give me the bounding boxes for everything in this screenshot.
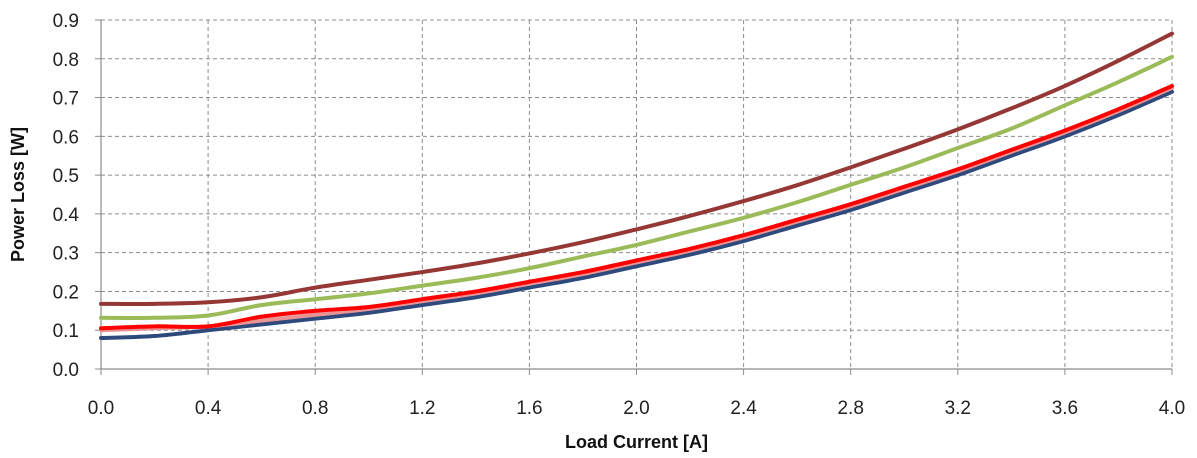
axes: [95, 19, 1173, 375]
y-tick-label: 0.9: [53, 11, 79, 32]
x-tick-label: 3.6: [1052, 398, 1078, 419]
y-tick-label: 0.7: [53, 89, 79, 110]
series-lines: [99, 31, 1174, 340]
y-tick-label: 0.1: [53, 321, 79, 342]
x-tick-label: 0.4: [195, 398, 222, 419]
x-tick-label: 0.8: [302, 398, 328, 419]
y-tick-label: 0.6: [53, 127, 79, 148]
series-line-3: [99, 83, 1174, 331]
series-line-5: [99, 31, 1174, 306]
y-tick-labels: 0.0 0.1 0.2 0.3 0.4 0.5 0.6 0.7 0.8 0.9: [53, 11, 80, 381]
x-tick-label: 2.4: [730, 398, 757, 419]
y-tick-label: 0.8: [53, 50, 79, 71]
y-tick-label: 0.2: [53, 282, 79, 303]
y-tick-label: 0.0: [53, 360, 79, 381]
x-tick-label: 1.2: [409, 398, 435, 419]
x-tick-label: 4.0: [1159, 398, 1185, 419]
series-line-1: [99, 89, 1174, 340]
y-tick-label: 0.5: [53, 166, 79, 187]
x-tick-labels: 0.0 0.4 0.8 1.2 1.6 2.0 2.4 2.8 3.2 3.6 4.0: [88, 398, 1185, 419]
x-axis-title: Load Current [A]: [565, 432, 708, 452]
y-tick-label: 0.4: [53, 205, 80, 226]
y-axis-title: Power Loss [W]: [8, 127, 28, 262]
x-tick-label: 3.2: [945, 398, 971, 419]
x-tick-label: 2.0: [623, 398, 649, 419]
x-tick-label: 0.0: [88, 398, 114, 419]
x-tick-label: 2.8: [837, 398, 863, 419]
series-line-4: [99, 54, 1174, 320]
x-tick-label: 1.6: [516, 398, 542, 419]
y-tick-label: 0.3: [53, 244, 79, 265]
